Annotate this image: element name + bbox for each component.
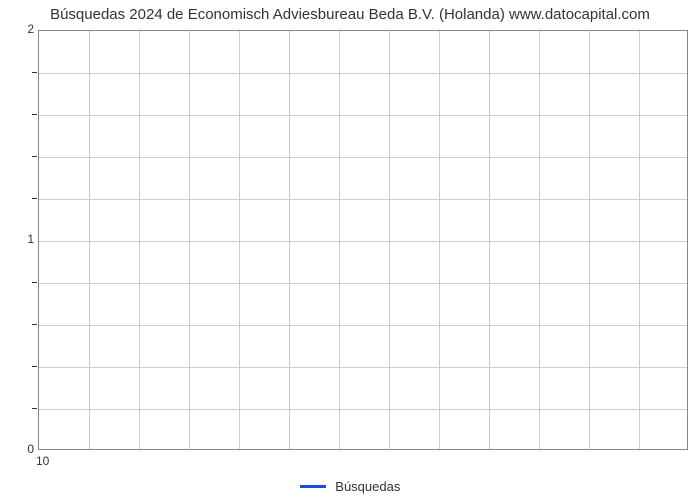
grid-vline — [389, 31, 390, 449]
grid-vline — [239, 31, 240, 449]
grid-hline — [39, 325, 687, 326]
y-minor-tick — [32, 114, 37, 115]
legend-label: Búsquedas — [335, 479, 400, 494]
plot-area — [38, 30, 688, 450]
grid-hline — [39, 241, 687, 242]
grid-hline — [39, 199, 687, 200]
chart-container: Búsquedas 2024 de Economisch Adviesburea… — [0, 0, 700, 500]
y-minor-tick — [32, 366, 37, 367]
grid-hline — [39, 73, 687, 74]
grid-vline — [339, 31, 340, 449]
grid-hline — [39, 409, 687, 410]
grid-vline — [439, 31, 440, 449]
y-minor-tick — [32, 324, 37, 325]
grid-vline — [539, 31, 540, 449]
x-tick-label: 10 — [36, 454, 49, 468]
y-minor-tick — [32, 72, 37, 73]
legend-line — [300, 485, 326, 488]
y-tick-label: 2 — [10, 22, 34, 36]
chart-title: Búsquedas 2024 de Economisch Adviesburea… — [0, 6, 700, 23]
grid-vline — [489, 31, 490, 449]
grid-vline — [89, 31, 90, 449]
legend: Búsquedas — [0, 478, 700, 494]
y-tick-label: 1 — [10, 232, 34, 246]
grid-vline — [289, 31, 290, 449]
grid-hline — [39, 367, 687, 368]
grid-vline — [139, 31, 140, 449]
y-minor-tick — [32, 198, 37, 199]
y-minor-tick — [32, 408, 37, 409]
grid-hline — [39, 157, 687, 158]
y-minor-tick — [32, 156, 37, 157]
grid-hline — [39, 115, 687, 116]
y-tick-label: 0 — [10, 442, 34, 456]
grid-vline — [639, 31, 640, 449]
grid-vline — [189, 31, 190, 449]
grid-vline — [589, 31, 590, 449]
grid-hline — [39, 283, 687, 284]
y-minor-tick — [32, 282, 37, 283]
